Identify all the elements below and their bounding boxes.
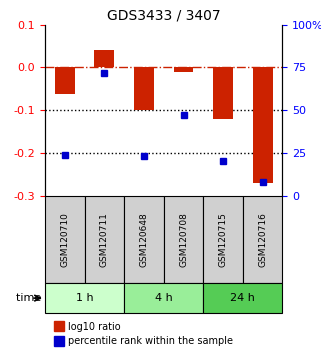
Text: 4 h: 4 h [155,293,173,303]
Legend: log10 ratio, percentile rank within the sample: log10 ratio, percentile rank within the … [50,318,237,350]
FancyBboxPatch shape [124,284,203,313]
Text: GSM120708: GSM120708 [179,212,188,267]
Bar [94,50,114,68]
Bar [134,68,154,110]
Bar [55,68,75,95]
FancyBboxPatch shape [124,196,164,284]
FancyBboxPatch shape [45,196,84,284]
Text: time: time [16,293,45,303]
Text: GSM120648: GSM120648 [139,212,148,267]
Bar [213,68,233,119]
Bar [253,68,273,183]
Text: 24 h: 24 h [230,293,255,303]
Text: GSM120711: GSM120711 [100,212,109,267]
FancyBboxPatch shape [243,196,282,284]
FancyBboxPatch shape [203,196,243,284]
FancyBboxPatch shape [84,196,124,284]
FancyBboxPatch shape [45,284,124,313]
Text: GSM120716: GSM120716 [258,212,267,267]
Bar [174,68,193,72]
FancyBboxPatch shape [203,284,282,313]
Text: GSM120710: GSM120710 [60,212,69,267]
Text: GSM120715: GSM120715 [219,212,228,267]
FancyBboxPatch shape [164,196,203,284]
Title: GDS3433 / 3407: GDS3433 / 3407 [107,8,221,22]
Text: 1 h: 1 h [76,293,93,303]
